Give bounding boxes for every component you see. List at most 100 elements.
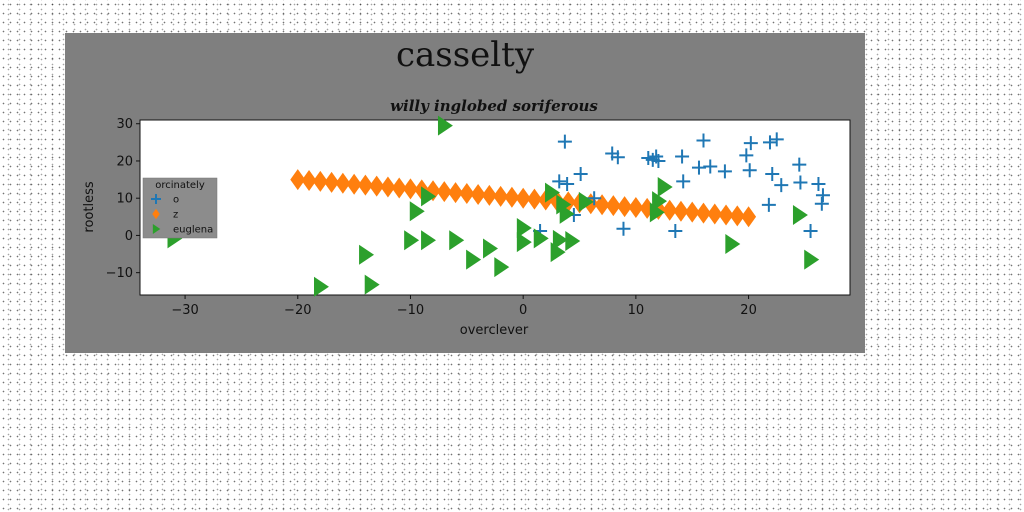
data-point-euglena	[516, 217, 532, 238]
data-point-z	[357, 174, 373, 196]
data-point-z	[324, 171, 340, 193]
data-point-z	[380, 176, 396, 198]
data-point-euglena	[313, 276, 329, 297]
legend-label-o: o	[173, 195, 179, 206]
data-point-euglena	[516, 232, 532, 253]
data-point-euglena	[792, 204, 808, 225]
data-point-euglena	[421, 230, 437, 251]
data-point-z	[605, 195, 621, 217]
x-tick-label: −30	[171, 303, 198, 318]
data-point-z	[369, 175, 385, 197]
data-point-z	[301, 170, 317, 192]
data-point-z	[346, 173, 362, 195]
data-point-euglena	[409, 201, 425, 222]
data-point-z	[729, 205, 745, 227]
data-point-o	[792, 157, 807, 172]
data-point-euglena	[494, 257, 510, 278]
legend-marker-o	[151, 194, 161, 204]
data-point-z	[402, 178, 418, 200]
data-point-euglena	[421, 186, 437, 207]
data-point-o	[676, 174, 691, 189]
data-point-euglena	[559, 203, 575, 224]
data-point-euglena	[449, 230, 465, 251]
data-point-z	[707, 203, 723, 225]
legend: orcinately oz euglena	[142, 177, 218, 239]
data-point-z	[684, 201, 700, 223]
x-tick-label: −20	[284, 303, 311, 318]
data-point-z	[436, 181, 452, 203]
x-tick-label: 20	[740, 303, 757, 318]
data-point-z	[718, 204, 734, 226]
data-point-z	[312, 170, 328, 192]
figure-panel: casselty willy inglobed soriferous −30 −2…	[65, 33, 865, 353]
data-point-z	[617, 196, 633, 218]
data-point-o	[803, 223, 818, 238]
data-point-o	[557, 134, 572, 149]
data-point-o	[815, 188, 830, 203]
data-point-euglena	[565, 231, 581, 252]
data-point-o	[552, 174, 567, 189]
y-axis-label: rootless	[82, 181, 97, 232]
data-point-z	[662, 199, 678, 221]
data-point-z	[673, 200, 689, 222]
data-point-o	[814, 196, 829, 211]
data-point-z	[493, 185, 509, 207]
data-point-z	[504, 186, 520, 208]
data-point-o	[691, 160, 706, 175]
x-axis-label: overclever	[460, 323, 529, 338]
figure-title: casselty	[396, 35, 535, 75]
data-point-z	[628, 197, 644, 218]
data-point-o	[769, 132, 784, 147]
data-point-o	[587, 191, 602, 206]
data-point-o	[675, 149, 690, 164]
legend-marker-euglena	[152, 224, 161, 234]
x-tick-label: −10	[397, 303, 424, 318]
y-tick-label: 10	[116, 192, 133, 207]
y-tick-label: 30	[116, 117, 133, 132]
data-point-z	[335, 172, 351, 194]
data-point-euglena	[652, 191, 668, 212]
data-point-o	[765, 166, 780, 181]
data-point-z	[481, 184, 497, 206]
data-point-euglena	[804, 249, 820, 270]
data-point-z	[391, 177, 407, 199]
legend-label-z: z	[173, 210, 178, 221]
x-tick-label: 10	[628, 303, 645, 318]
data-point-euglena	[466, 249, 482, 270]
data-point-o	[560, 177, 575, 192]
data-point-o	[651, 153, 666, 168]
data-point-euglena	[483, 238, 498, 259]
data-point-o	[774, 178, 789, 193]
data-point-o	[742, 163, 757, 178]
y-tick-label: −10	[106, 266, 133, 281]
data-point-z	[695, 202, 711, 224]
data-point-o	[610, 150, 625, 165]
data-point-euglena	[578, 191, 594, 212]
data-point-o	[696, 133, 711, 148]
data-point-o	[717, 164, 732, 179]
data-point-o	[616, 221, 631, 236]
data-point-o	[743, 136, 758, 151]
data-point-o	[573, 166, 588, 181]
data-point-z	[594, 194, 610, 216]
data-point-euglena	[552, 229, 568, 250]
data-point-o	[668, 223, 683, 238]
legend-title: orcinately	[155, 180, 205, 191]
y-tick-label: 0	[125, 229, 133, 244]
data-point-euglena	[657, 177, 673, 198]
data-point-euglena	[404, 230, 420, 251]
scatter-chart: casselty willy inglobed soriferous −30 −2…	[82, 35, 851, 338]
data-point-o	[703, 159, 718, 174]
data-point-euglena	[359, 244, 375, 265]
x-tick-label: 0	[519, 303, 527, 318]
axis-ticks: −30 −20 −10 0 10 20 −10 0 10 20 30	[106, 117, 757, 318]
data-point-z	[470, 183, 486, 205]
data-point-z	[448, 182, 464, 204]
data-point-euglena	[725, 233, 741, 254]
data-point-euglena	[437, 115, 453, 136]
data-point-z	[459, 183, 475, 205]
chart-title: willy inglobed soriferous	[390, 97, 598, 115]
data-point-z	[515, 187, 531, 209]
data-point-o	[762, 135, 777, 150]
legend-label-euglena: euglena	[173, 225, 213, 236]
